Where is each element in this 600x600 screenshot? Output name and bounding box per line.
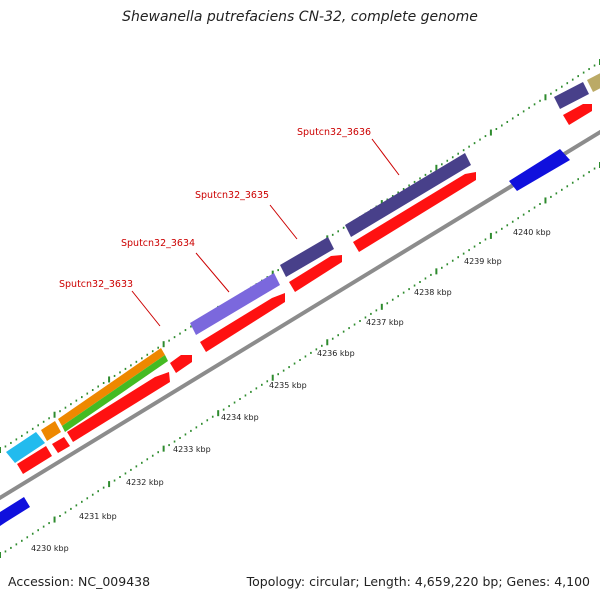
feature-darkslate-2[interactable] xyxy=(345,153,471,237)
cds-arrow[interactable] xyxy=(170,355,192,373)
cds-arrow[interactable] xyxy=(200,293,285,352)
cds-arrow[interactable] xyxy=(17,446,52,474)
feature-darkslate-1[interactable] xyxy=(280,237,334,277)
gene-label: Sputcn32_3636 xyxy=(297,127,371,138)
kbp-label: 4240 kbp xyxy=(513,228,551,237)
kbp-label: 4234 kbp xyxy=(221,413,259,422)
feature-cyan[interactable] xyxy=(6,432,45,463)
inner-tick-ring xyxy=(0,162,600,558)
gene-leader-line xyxy=(269,204,298,240)
kbp-label: 4231 kbp xyxy=(79,512,117,521)
kbp-label: 4239 kbp xyxy=(464,257,502,266)
kbp-label: 4232 kbp xyxy=(126,478,164,487)
cds-arrow[interactable] xyxy=(353,172,476,252)
kbp-label: 4236 kbp xyxy=(317,349,355,358)
gene-label: Sputcn32_3634 xyxy=(121,238,195,249)
kbp-label: 4237 kbp xyxy=(366,318,404,327)
kbp-label: 4238 kbp xyxy=(414,288,452,297)
accession-text: Accession: NC_009438 xyxy=(8,574,151,589)
gene-leader-line xyxy=(371,138,400,176)
cds-arrow[interactable] xyxy=(52,437,70,453)
gene-label: Sputcn32_3635 xyxy=(195,190,269,201)
topology-text: Topology: circular; Length: 4,659,220 bp… xyxy=(246,574,590,589)
feature-lightslate[interactable] xyxy=(190,273,280,335)
cds-arrow[interactable] xyxy=(67,372,170,442)
genome-backbone xyxy=(0,129,600,501)
gene-labels: Sputcn32_3633 Sputcn32_3634 Sputcn32_363… xyxy=(59,127,371,290)
feature-orange-small[interactable] xyxy=(41,421,61,441)
feature-khaki[interactable] xyxy=(587,68,600,92)
gene-leader-line xyxy=(131,290,161,327)
feature-blue-1[interactable] xyxy=(0,497,30,526)
feature-green-long[interactable] xyxy=(62,355,168,432)
kbp-label: 4233 kbp xyxy=(173,445,211,454)
kbp-labels: 4230 kbp 4231 kbp 4232 kbp 4233 kbp 4234… xyxy=(31,228,551,553)
gene-label: Sputcn32_3633 xyxy=(59,279,133,290)
feature-orange-long[interactable] xyxy=(58,348,165,426)
gene-label-leaders xyxy=(131,138,400,327)
cds-arrow[interactable] xyxy=(563,104,592,125)
cds-arrow[interactable] xyxy=(289,255,342,292)
map-title: Shewanella putrefaciens CN-32, complete … xyxy=(122,9,478,25)
gene-leader-line xyxy=(195,252,230,293)
feature-blue-2[interactable] xyxy=(509,149,570,191)
kbp-label: 4235 kbp xyxy=(269,381,307,390)
feature-darkslate-3[interactable] xyxy=(554,82,589,109)
kbp-label: 4230 kbp xyxy=(31,544,69,553)
feature-track xyxy=(0,68,600,526)
